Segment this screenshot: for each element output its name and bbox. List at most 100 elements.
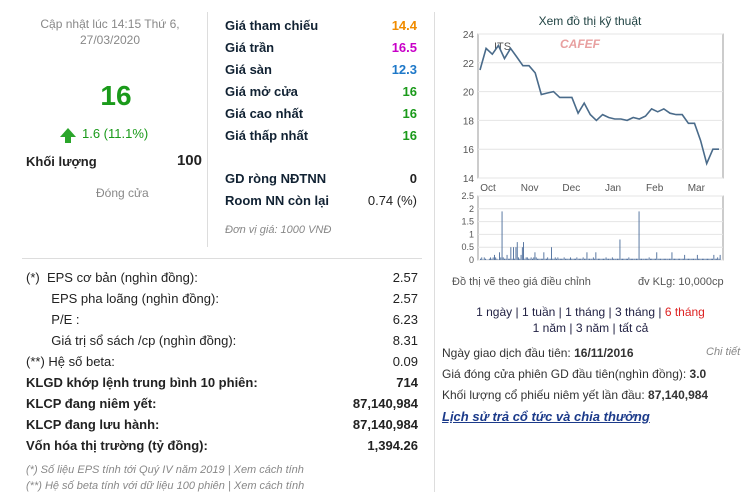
volume-bar [634,258,636,260]
volume-bar [591,258,593,260]
volume-bar [685,258,687,260]
volume-bar [719,254,721,260]
fundamental-value: 714 [396,375,418,390]
period-separator: | [566,321,576,335]
first-price-value: 3.0 [689,367,707,381]
first-volume-value: 87,140,984 [648,388,709,402]
period-separator: | [555,305,566,319]
first-trading-day-value: 16/11/2016 [574,346,634,360]
volume-bar [563,257,565,260]
volume-bar [501,211,503,260]
volume-bar [551,247,552,260]
period-separator: | [655,305,665,319]
volume-bar [679,258,680,260]
x-tick-label: Nov [521,183,539,194]
fundamental-row: KLCP đang niêm yết: 87,140,984 [26,393,418,414]
volume-bar [510,247,512,260]
volume-bar [566,258,568,260]
volume-bar [718,258,720,260]
volume-bar [666,258,668,260]
volume-bar [491,258,493,260]
volume-bar [598,258,599,260]
volume-bar [710,258,712,260]
volume-bar [530,257,532,260]
volume-bar [660,258,661,260]
volume-bar [506,254,508,260]
fundamental-label: EPS pha loãng (nghìn đồng): [26,291,219,306]
volume-bar [681,258,683,260]
period-option[interactable]: 1 tuần [521,305,556,319]
volume-bar [497,259,499,260]
volume-bar [511,258,513,260]
period-option[interactable]: 3 năm [575,321,610,335]
volume-bar [485,258,486,260]
volume-bar [488,258,490,260]
volume-bar [585,258,587,260]
volume-bar [606,258,608,260]
beta-note[interactable]: (**) Hệ số beta tính với dữ liệu 100 phi… [26,480,305,492]
dividend-history-link[interactable]: Lịch sử trả cổ tức và chia thưởng [442,409,650,424]
volume-bar [603,258,604,260]
x-tick-label: Jan [605,183,621,194]
first-volume-label: Khối lượng cổ phiếu niêm yết lần đầu: [442,388,645,402]
volume-bar [615,258,617,260]
period-option[interactable]: 3 tháng [614,305,656,319]
volume-bar [691,258,693,260]
volume-bar [658,258,660,260]
chart-title[interactable]: Xem đồ thị kỹ thuật [538,14,642,28]
volume-y-tick-label: 0 [469,255,474,265]
volume-bar [619,239,621,260]
update-time: Cập nhật lúc 14:15 Thứ 6, 27/03/2020 [22,16,198,48]
volume-bar [699,258,701,260]
volume-bar [576,257,578,260]
volume-bar [707,258,708,260]
volume-bar [694,258,696,260]
volume-bar [520,254,522,260]
volume-bar [571,258,573,260]
period-option[interactable]: 1 ngày [476,305,513,319]
volume-bar [652,258,654,260]
volume-y-tick-label: 2 [469,204,474,214]
volume-bar [622,258,623,260]
volume-bar [709,258,711,260]
first-volume-row: Khối lượng cổ phiếu niêm yết lần đầu: 87… [442,388,708,402]
price-row: Giá cao nhất 16 [225,103,417,125]
volume-bar [546,258,547,260]
volume-bar [623,258,625,260]
volume-bar [682,258,684,260]
volume-bar [663,258,665,260]
fundamental-value: 2.57 [392,291,418,306]
period-option[interactable]: 6 tháng [664,305,705,319]
fundamental-value: 8.31 [392,333,418,348]
volume-bar [521,247,523,260]
volume-bar [590,258,592,260]
volume-bar [608,258,609,260]
period-option[interactable]: 1 tháng [565,305,606,319]
foreign-room-label: Room NN còn lại [225,193,330,208]
first-price-row: Giá đóng cửa phiên GD đầu tiên(nghìn đồn… [442,367,706,381]
detail-link[interactable]: Chi tiết [706,346,741,358]
volume-bar [642,258,644,260]
volume-bar [688,258,689,260]
volume-bar [568,258,570,260]
fundamental-label: (*) EPS cơ bản (nghìn đồng): [26,270,198,285]
price-row-label: Giá thấp nhất [225,128,309,143]
current-price: 16 [100,80,132,111]
volume-y-tick-label: 0.5 [461,242,474,252]
eps-note[interactable]: (*) Số liệu EPS tính tới Quý IV năm 2019… [26,464,304,476]
fundamental-label: Giá trị sổ sách /cp (nghìn đồng): [26,333,237,348]
volume-bar [708,258,710,260]
volume-bar [542,258,544,260]
volume-bar [543,252,545,260]
period-option[interactable]: 1 năm [532,321,567,335]
volume-bar [617,258,618,260]
volume-bar [665,258,667,260]
volume-bar [553,258,555,260]
price-row-value: 16 [402,84,417,99]
volume-bar [577,258,579,260]
volume-bar [609,258,611,260]
volume-bar [641,258,642,260]
volume-bar [677,258,679,260]
period-option[interactable]: tất cả [618,321,649,335]
